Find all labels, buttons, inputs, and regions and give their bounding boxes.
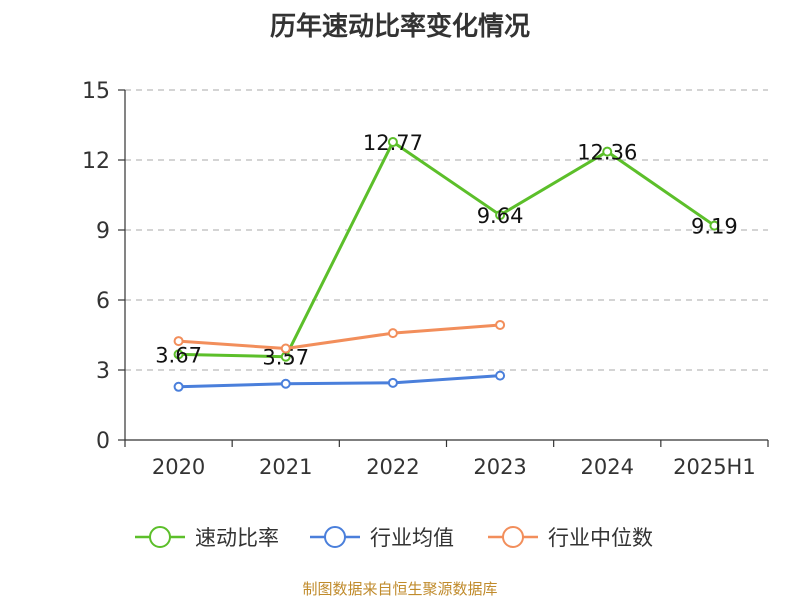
- source-note: 制图数据来自恒生聚源数据库: [302, 580, 498, 598]
- data-label: 3.67: [155, 343, 202, 367]
- data-point: [387, 137, 398, 148]
- chart-title: 历年速动比率变化情况: [269, 12, 530, 42]
- x-tick-label: 2020: [152, 455, 205, 479]
- x-tick-label: 2021: [259, 455, 312, 479]
- legend-label: 行业中位数: [548, 526, 653, 550]
- data-point: [173, 381, 184, 392]
- legend-marker: [502, 526, 524, 548]
- y-tick-label: 15: [82, 79, 110, 104]
- y-tick-label: 3: [96, 359, 110, 384]
- data-point: [495, 319, 506, 330]
- data-point: [280, 378, 291, 389]
- series-line: [178, 140, 716, 359]
- data-point: [173, 336, 184, 347]
- data-label: 9.64: [477, 204, 524, 228]
- data-label: 9.19: [691, 215, 738, 239]
- x-tick-label: 2022: [366, 455, 419, 479]
- data-label: 12.36: [577, 141, 637, 165]
- y-tick-label: 12: [82, 149, 110, 174]
- data-point: [709, 220, 720, 231]
- data-point: [387, 328, 398, 339]
- series-line: [178, 323, 501, 351]
- data-point: [602, 146, 613, 157]
- y-tick-label: 0: [96, 429, 110, 454]
- data-point: [173, 349, 184, 360]
- x-tick-label: 2023: [473, 455, 526, 479]
- data-point: [280, 343, 291, 354]
- data-point: [387, 377, 398, 388]
- legend-label: 行业均值: [370, 526, 454, 550]
- legend-label: 速动比率: [195, 526, 279, 550]
- x-tick-label: 2025H1: [673, 455, 756, 479]
- series-line: [178, 374, 501, 389]
- legend-marker: [149, 526, 171, 548]
- data-point: [495, 210, 506, 221]
- x-tick-label: 2024: [581, 455, 634, 479]
- y-tick-label: 6: [96, 289, 110, 314]
- data-point: [495, 370, 506, 381]
- data-label: 12.77: [363, 131, 423, 155]
- legend-marker: [324, 526, 346, 548]
- y-tick-label: 9: [96, 219, 110, 244]
